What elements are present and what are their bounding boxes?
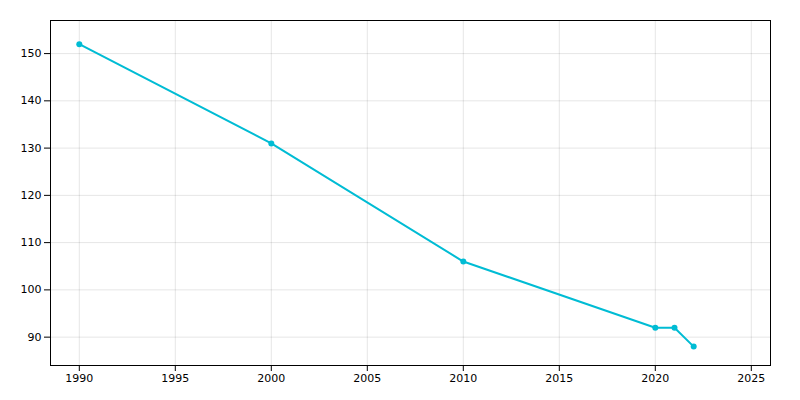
svg-text:2010: 2010 — [449, 372, 477, 385]
svg-text:150: 150 — [21, 47, 42, 60]
svg-text:130: 130 — [21, 142, 42, 155]
svg-text:2025: 2025 — [737, 372, 765, 385]
svg-text:140: 140 — [21, 94, 42, 107]
svg-text:120: 120 — [21, 189, 42, 202]
svg-text:90: 90 — [28, 331, 42, 344]
svg-text:1990: 1990 — [65, 372, 93, 385]
svg-text:2015: 2015 — [545, 372, 573, 385]
svg-text:2005: 2005 — [353, 372, 381, 385]
svg-text:2000: 2000 — [257, 372, 285, 385]
svg-text:110: 110 — [21, 236, 42, 249]
svg-text:2020: 2020 — [641, 372, 669, 385]
svg-text:100: 100 — [21, 283, 42, 296]
svg-text:1995: 1995 — [161, 372, 189, 385]
